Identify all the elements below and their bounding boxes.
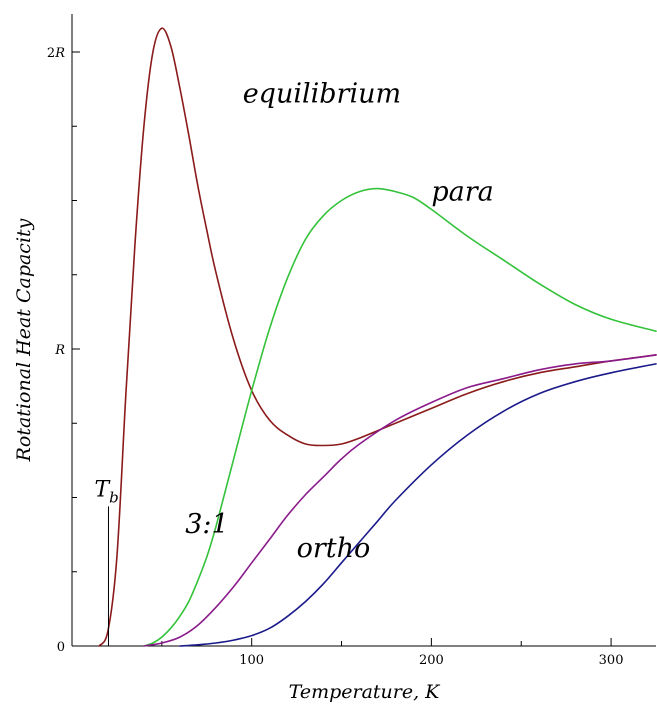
series-labels: equilibrium para 3:1 ortho (185, 78, 494, 563)
y-tick-label-1: R (54, 343, 65, 358)
boiling-point-marker: Tb (94, 477, 119, 646)
y-axis-label: Rotational Heat Capacity (13, 218, 35, 462)
series-label-equilibrium: equilibrium (243, 78, 401, 109)
curves (98, 27, 657, 647)
series-line-ortho (179, 363, 657, 647)
series-label-3-1: 3:1 (185, 509, 228, 540)
series-label-para: para (431, 177, 493, 208)
marker-label: Tb (94, 477, 118, 506)
ticks: 0 R 2R 100 200 300 (47, 46, 624, 668)
series-line-equilibrium (98, 27, 657, 647)
y-tick-label-2: 2R (47, 46, 65, 61)
series-line-para (143, 187, 657, 647)
x-axis-label: Temperature, K (289, 681, 442, 703)
x-tick-label-0: 100 (239, 653, 264, 668)
series-line-3-1 (143, 354, 657, 647)
x-tick-label-2: 300 (599, 653, 624, 668)
x-tick-label-1: 200 (419, 653, 444, 668)
series-label-ortho: ortho (297, 533, 371, 564)
axes (71, 14, 656, 647)
y-tick-label-0: 0 (57, 640, 65, 655)
